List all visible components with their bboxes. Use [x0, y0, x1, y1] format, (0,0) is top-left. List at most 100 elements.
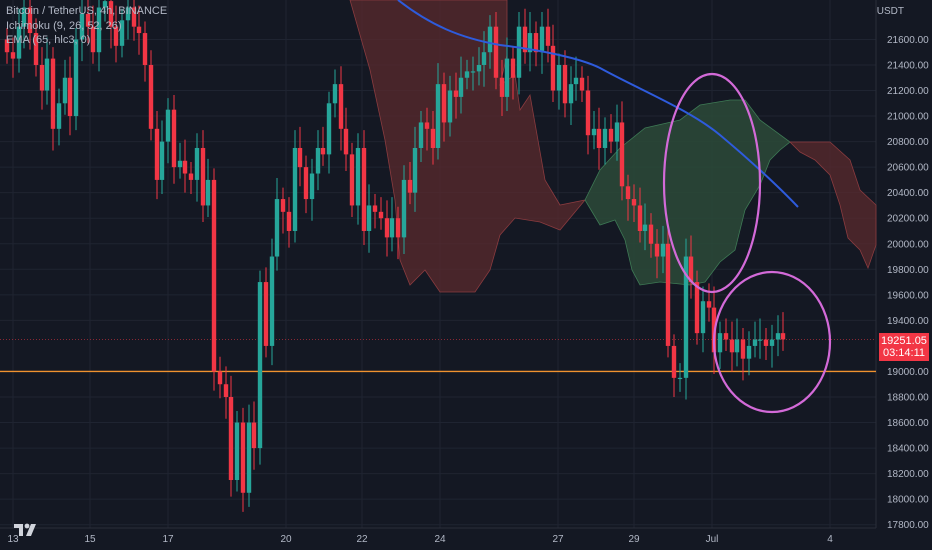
candle-body [579, 77, 585, 91]
candle-body [194, 147, 200, 180]
price-tick-label: 18600.00 [887, 418, 929, 429]
candle-body [154, 128, 160, 180]
candle-body [550, 45, 556, 91]
candle-body [217, 371, 223, 385]
candle-body [39, 64, 45, 91]
candle-body [27, 7, 33, 34]
chart-legend: Bitcoin / TetherUS, 4h, BINANCE Ichimoku… [6, 4, 167, 48]
candle-body [125, 7, 131, 21]
price-tick-label: 18200.00 [887, 469, 929, 480]
candle-body [717, 333, 723, 353]
candle-body [326, 103, 332, 155]
candle-body [706, 301, 712, 308]
candle-body [458, 77, 464, 97]
candle-body [533, 33, 539, 53]
candle-body [769, 339, 775, 346]
candle-body [545, 26, 551, 46]
candle-body [723, 333, 729, 340]
price-tick-label: 19600.00 [887, 290, 929, 301]
candle-body [16, 26, 22, 59]
candle-body [424, 122, 430, 129]
candle-body [10, 52, 16, 59]
candle-body [775, 333, 781, 340]
price-tick-label: 18000.00 [887, 495, 929, 506]
price-tick-label: 21000.00 [887, 112, 929, 123]
candle-body [384, 218, 390, 238]
annotation-ellipse-lower [712, 270, 832, 414]
candle-body [148, 64, 154, 129]
candle-body [131, 7, 137, 27]
candle-body [4, 39, 10, 53]
candle-body [165, 109, 171, 142]
candle-body [234, 422, 240, 481]
candle-body [309, 173, 315, 200]
candle-body [763, 339, 769, 346]
last-price-value: 19251.05 [881, 335, 927, 347]
candle-body [228, 397, 234, 481]
price-tick-label: 20000.00 [887, 239, 929, 250]
candle-body [591, 128, 597, 136]
candle-body [562, 64, 568, 104]
last-price-badge: 19251.05 03:14:11 [879, 333, 929, 361]
price-tick-label: 21400.00 [887, 60, 929, 71]
candle-body [516, 26, 522, 78]
candle-body [320, 147, 326, 155]
candle-body [257, 282, 263, 449]
candle-body [522, 26, 528, 53]
candle-body [671, 345, 677, 378]
ichimoku-cloud-bearish-2 [789, 141, 877, 270]
date-tick-label: 4 [827, 534, 833, 545]
candle-body [378, 211, 384, 219]
candle-body [734, 339, 740, 353]
symbol-label[interactable]: Bitcoin / TetherUS, 4h, BINANCE [6, 5, 168, 17]
candle-body [688, 256, 694, 283]
candle-body [171, 109, 177, 168]
candle-body [625, 186, 631, 200]
date-tick-label: 29 [628, 534, 640, 545]
bar-countdown: 03:14:11 [882, 347, 925, 359]
price-tick-label: 20800.00 [887, 137, 929, 148]
candle-body [119, 20, 125, 46]
candle-body [280, 199, 286, 212]
ema-line [397, 0, 799, 208]
date-tick-label: 17 [162, 534, 174, 545]
candle-body [332, 84, 338, 104]
candle-body [487, 26, 493, 53]
candle-body [286, 211, 292, 231]
candle-body [700, 301, 706, 334]
price-tick-label: 17800.00 [887, 520, 929, 531]
candle-body [102, 1, 108, 8]
candle-body [527, 33, 533, 53]
candle-body [73, 39, 79, 117]
candle-body [251, 422, 257, 449]
candle-body [79, 13, 85, 40]
candle-body [159, 141, 165, 180]
candle-body [464, 71, 470, 78]
candle-body [614, 122, 620, 142]
candle-body [297, 147, 303, 168]
candle-body [407, 179, 413, 193]
candle-body [246, 422, 252, 493]
candle-body [90, 26, 96, 53]
ema-indicator-label[interactable]: EMA (65, hlc3, 0) [6, 34, 91, 46]
candle-body [430, 128, 436, 148]
candle-body [50, 58, 56, 129]
date-tick-label: 22 [356, 534, 368, 545]
candle-body [142, 33, 148, 65]
candle-body [108, 1, 114, 27]
candle-body [113, 26, 119, 46]
candle-body [395, 218, 401, 238]
candle-body [481, 52, 487, 65]
candle-body [539, 26, 545, 53]
candle-body [343, 128, 349, 155]
price-tick-label: 18400.00 [887, 444, 929, 455]
candle-body [366, 205, 372, 231]
price-tick-label: 20400.00 [887, 188, 929, 199]
ichimoku-indicator-label[interactable]: Ichimoku (9, 26, 52, 26) [6, 19, 122, 32]
candle-body [338, 84, 344, 129]
tradingview-logo-icon[interactable] [12, 521, 38, 539]
price-tick-label: 19000.00 [887, 367, 929, 378]
candle-body [757, 339, 763, 341]
candle-body [263, 282, 269, 346]
